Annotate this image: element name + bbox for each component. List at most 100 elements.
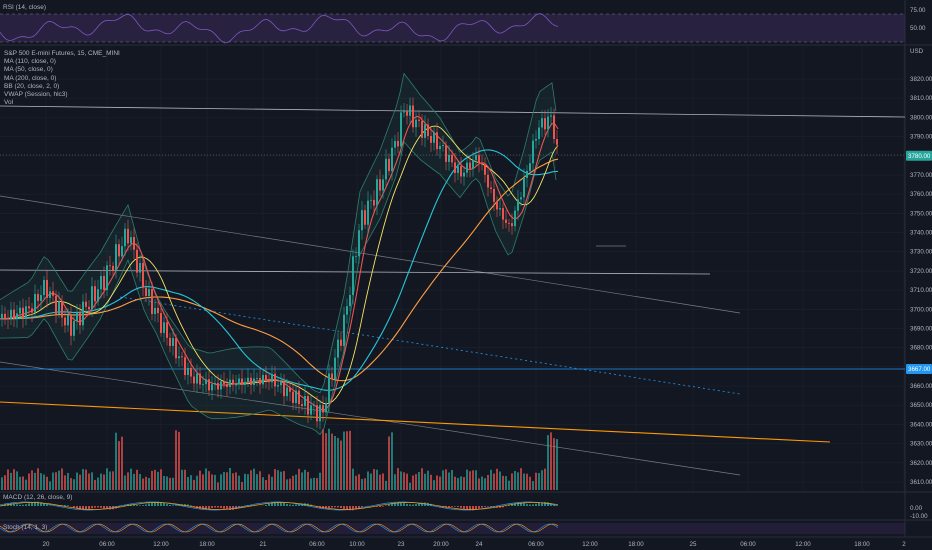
- candle-body: [385, 158, 387, 180]
- candle-body: [289, 387, 291, 392]
- candle-body: [460, 166, 462, 177]
- candle-body: [304, 396, 306, 406]
- volume-bar: [220, 474, 222, 490]
- candle-body: [421, 120, 423, 138]
- candle-body: [97, 289, 99, 302]
- volume-bar: [121, 436, 123, 490]
- volume-bar: [412, 475, 414, 490]
- legend-ma50[interactable]: MA (50, close, 0): [4, 66, 53, 74]
- candle-body: [190, 367, 192, 377]
- volume-bar: [226, 472, 228, 490]
- rsi-line: [0, 13, 559, 44]
- ma110-line: [0, 149, 559, 391]
- legend-ma110[interactable]: MA (110, close, 0): [4, 58, 56, 66]
- volume-bar: [130, 468, 132, 490]
- candle-body: [481, 162, 483, 165]
- volume-bar: [253, 468, 255, 490]
- volume-bar: [352, 468, 354, 490]
- volume-bar: [472, 470, 474, 490]
- volume-bar: [346, 431, 348, 490]
- candle-body: [364, 210, 366, 225]
- candle-body: [427, 124, 429, 136]
- volume-bar: [283, 471, 285, 490]
- time-tick-label: 18:00: [854, 541, 870, 548]
- legend-symbol[interactable]: S&P 500 E-mini Futures, 15, CME_MINI: [4, 50, 120, 57]
- candle-body: [397, 140, 399, 147]
- candle-body: [535, 138, 537, 141]
- volume-bar: [319, 472, 321, 490]
- volume-bar: [508, 480, 510, 490]
- candle-body: [349, 295, 351, 307]
- price-tick-label: 3700.00: [910, 306, 932, 313]
- level-price-tag: 3667.00: [906, 364, 932, 374]
- legend-vol[interactable]: Vol: [4, 99, 14, 107]
- volume-bar: [358, 474, 360, 490]
- legend-vwap[interactable]: VWAP (Session, hlc3): [4, 91, 68, 99]
- candle-body: [208, 379, 210, 391]
- volume-bar: [463, 477, 465, 490]
- candle-body: [307, 396, 309, 415]
- volume-bar: [376, 469, 378, 490]
- candle-body: [514, 210, 516, 227]
- volume-bar: [331, 433, 333, 490]
- ma200-line: [0, 158, 559, 382]
- volume-bar: [94, 479, 96, 490]
- volume-bar: [256, 474, 258, 490]
- price-tick-label: 3730.00: [910, 249, 932, 256]
- volume-bar: [292, 475, 294, 490]
- volume-bar: [355, 475, 357, 490]
- volume-bar: [553, 438, 555, 490]
- candle-body: [1, 313, 3, 319]
- volume-bar: [349, 430, 351, 490]
- candle-body: [178, 356, 180, 359]
- volume-bar: [418, 472, 420, 490]
- volume-bar: [487, 474, 489, 490]
- volume-bar: [166, 476, 168, 490]
- candle-body: [475, 155, 477, 161]
- candle-body: [172, 338, 174, 347]
- volume-bar: [136, 469, 138, 490]
- candle-body: [112, 265, 114, 271]
- volume-bar: [475, 470, 477, 490]
- volume-bar: [70, 478, 72, 490]
- last-price-tag: 3780.00: [906, 150, 932, 161]
- legend-ma200[interactable]: MA (200, close, 0): [4, 74, 57, 82]
- price-tag-bg: [906, 150, 932, 161]
- legend-bb[interactable]: BB (20, close, 2, 0): [4, 82, 60, 90]
- time-tick-label: 06:00: [528, 541, 544, 548]
- candle-body: [370, 199, 372, 201]
- candle-body: [487, 174, 489, 188]
- candle-body: [367, 200, 369, 225]
- volume-bar: [265, 480, 267, 490]
- volume-bar: [310, 478, 312, 490]
- volume-bar: [484, 478, 486, 490]
- candle-body: [508, 222, 510, 224]
- volume-bar: [37, 468, 39, 490]
- candle-body: [439, 146, 441, 150]
- volume-bar: [223, 472, 225, 490]
- volume-bar: [442, 470, 444, 490]
- volume-bar: [202, 474, 204, 490]
- candle-body: [34, 293, 36, 313]
- volume-bar: [262, 477, 264, 490]
- bollinger-upper: [0, 72, 557, 394]
- volume-bar: [406, 473, 408, 490]
- candle-body: [7, 318, 9, 320]
- volume-bar: [190, 475, 192, 490]
- volume-bar: [106, 468, 108, 490]
- candle-body: [136, 249, 138, 273]
- volume-bar: [76, 472, 78, 490]
- candle-body: [70, 314, 72, 336]
- volume-bar: [403, 472, 405, 490]
- volume-bar: [304, 469, 306, 490]
- volume-bar: [7, 469, 9, 490]
- candle-body: [238, 378, 240, 385]
- volume-bar: [538, 473, 540, 490]
- price-tick-label: 3800.00: [910, 114, 932, 121]
- candle-body: [424, 124, 426, 138]
- volume-bar: [178, 431, 180, 490]
- bollinger-lower: [0, 141, 557, 436]
- volume-bar: [325, 433, 327, 490]
- candle-body: [169, 337, 171, 347]
